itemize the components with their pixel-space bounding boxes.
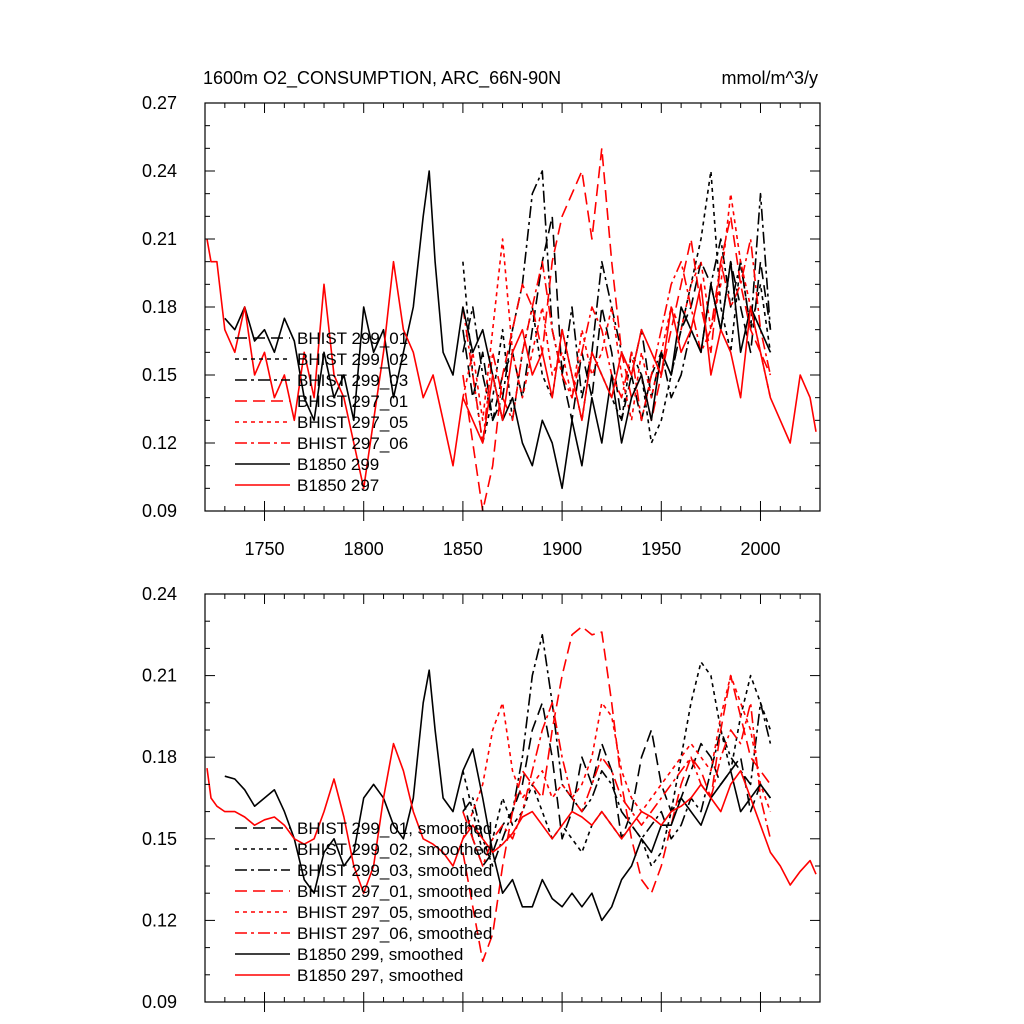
- legend-label: B1850 297: [297, 476, 379, 495]
- y-tick-label: 0.24: [142, 584, 177, 604]
- x-tick-label: 1900: [542, 539, 582, 559]
- legend-label: BHIST 299_01, smoothed: [297, 819, 492, 838]
- legend-label: BHIST 297_05: [297, 413, 408, 432]
- series-line-top-4: [462, 147, 772, 511]
- legend-label: BHIST 299_03: [297, 371, 408, 390]
- x-tick-label: 1800: [344, 539, 384, 559]
- legend-label: BHIST 299_03, smoothed: [297, 861, 492, 880]
- units-label: mmol/m^3/y: [722, 68, 818, 88]
- y-tick-label: 0.24: [142, 161, 177, 181]
- series-line-bottom-4: [462, 625, 772, 963]
- legend: BHIST 299_01, smoothed BHIST 299_02, smoo…: [235, 819, 492, 985]
- y-tick-label: 0.15: [142, 829, 177, 849]
- legend-label: BHIST 297_06: [297, 434, 408, 453]
- legend-label: BHIST 297_05, smoothed: [297, 903, 492, 922]
- y-tick-label: 0.18: [142, 297, 177, 317]
- series-group: [206, 625, 817, 963]
- legend-label: B1850 299: [297, 455, 379, 474]
- series-line-bottom-8: [206, 742, 817, 895]
- bottom-panel: 0.09 0.12 0.15 0.18 0.21 0.24 BHIST 299_01, sm…: [142, 584, 821, 1012]
- x-tick-label: 1850: [443, 539, 483, 559]
- y-tick-label: 0.09: [142, 501, 177, 521]
- legend-label: BHIST 299_01: [297, 329, 408, 348]
- y-tick-label: 0.12: [142, 433, 177, 453]
- chart-title: 1600m O2_CONSUMPTION, ARC_66N-90N: [203, 68, 561, 89]
- legend-label: BHIST 297_01, smoothed: [297, 882, 492, 901]
- series-line-top-6: [462, 238, 772, 444]
- series-line-bottom-5: [462, 674, 772, 840]
- series-line-top-8: [206, 238, 817, 490]
- y-tick-label: 0.21: [142, 666, 177, 686]
- x-tick-label: 1750: [244, 539, 284, 559]
- series-line-bottom-6: [462, 701, 772, 867]
- x-tick-label: 1950: [641, 539, 681, 559]
- plot-frame: [204, 593, 821, 1003]
- series-line-top-5: [462, 192, 772, 422]
- legend: BHIST 299_01 BHIST 299_02 BHIST 299_03 BHIS…: [235, 329, 408, 495]
- legend-label: BHIST 297_06, smoothed: [297, 924, 492, 943]
- series-group: [206, 147, 817, 511]
- y-tick-label: 0.12: [142, 910, 177, 930]
- legend-label: BHIST 297_01: [297, 392, 408, 411]
- top-panel: 0.09 0.12 0.15 0.18 0.21 0.24 0.27 1750 1800 1850…: [142, 93, 821, 559]
- legend-label: BHIST 299_02, smoothed: [297, 840, 492, 859]
- series-line-bottom-2: [462, 661, 772, 867]
- series-line-bottom-1: [462, 701, 772, 867]
- y-tick-label: 0.27: [142, 93, 177, 113]
- legend-label: BHIST 299_02: [297, 350, 408, 369]
- y-tick-label: 0.18: [142, 747, 177, 767]
- y-tick-label: 0.09: [142, 992, 177, 1012]
- y-tick-label: 0.15: [142, 365, 177, 385]
- x-tick-label: 2000: [740, 539, 780, 559]
- y-tick-label: 0.21: [142, 229, 177, 249]
- legend-label: B1850 299, smoothed: [297, 945, 463, 964]
- legend-label: B1850 297, smoothed: [297, 966, 463, 985]
